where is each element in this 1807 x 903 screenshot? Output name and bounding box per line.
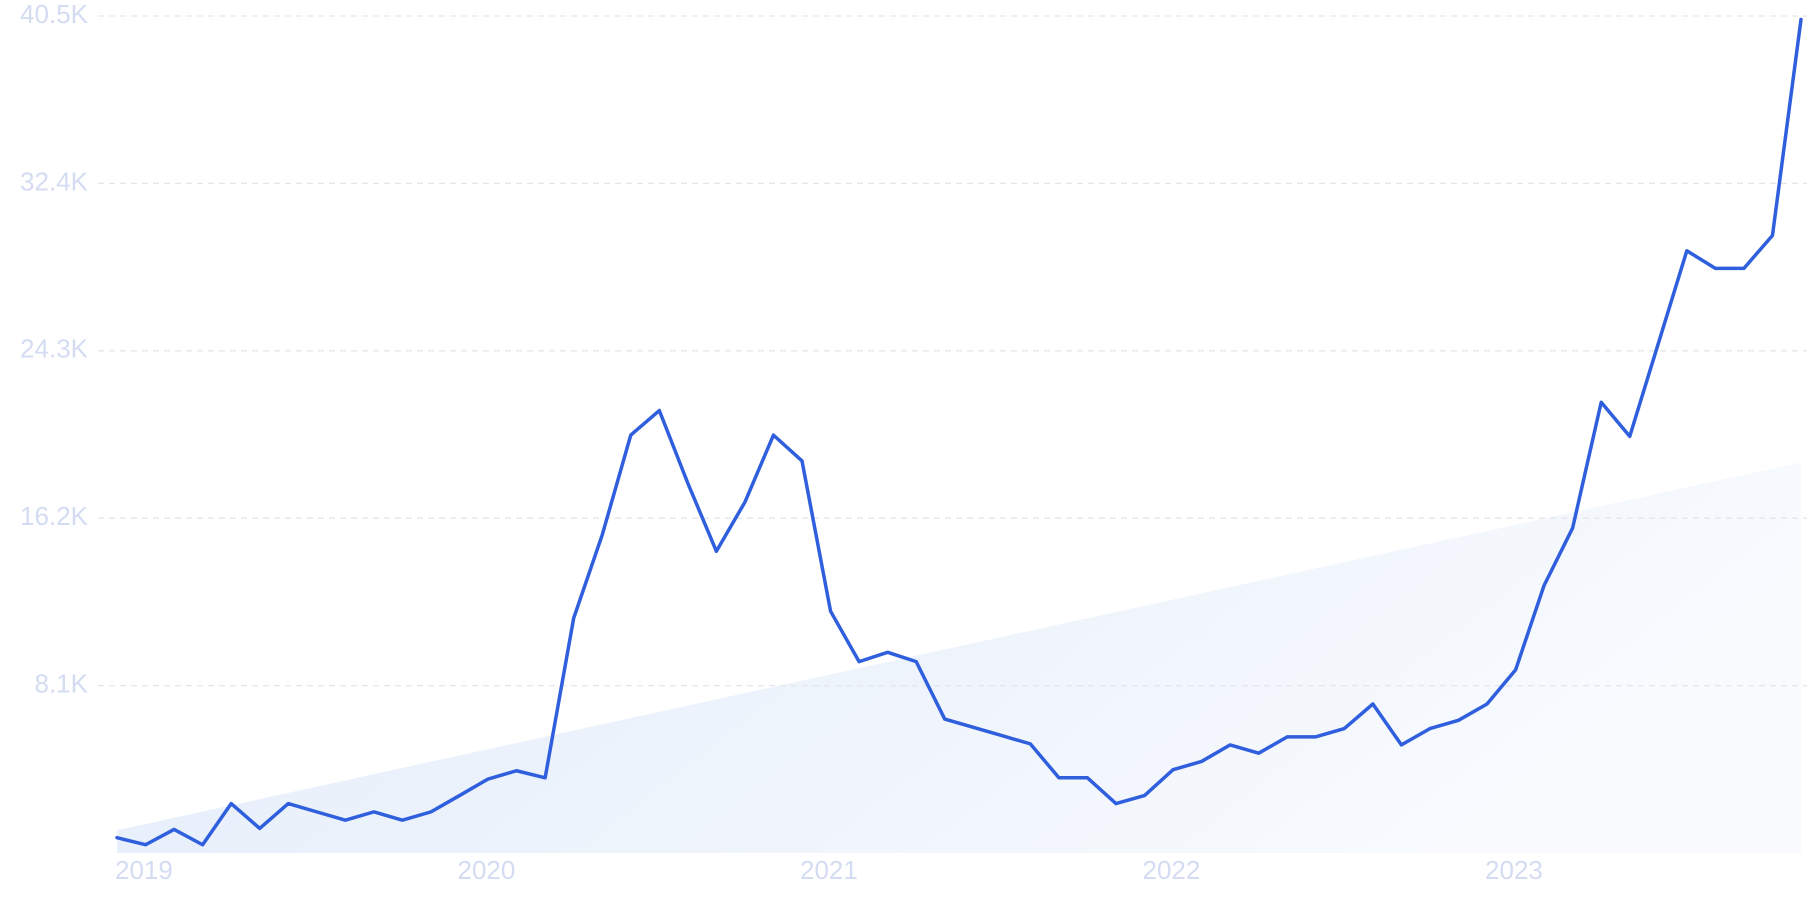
x-tick-label: 2022 — [1143, 855, 1201, 885]
trend-area — [117, 462, 1801, 853]
y-tick-label: 16.2K — [20, 501, 89, 531]
y-tick-label: 8.1K — [35, 668, 89, 698]
x-tick-label: 2021 — [800, 855, 858, 885]
y-tick-label: 40.5K — [20, 0, 89, 29]
x-tick-label: 2019 — [115, 855, 173, 885]
line — [115, 17, 1803, 847]
x-tick-label: 2023 — [1485, 855, 1543, 885]
y-tick-label: 24.3K — [20, 334, 89, 364]
x-tick-label: 2020 — [458, 855, 516, 885]
y-tick-label: 32.4K — [20, 166, 89, 196]
